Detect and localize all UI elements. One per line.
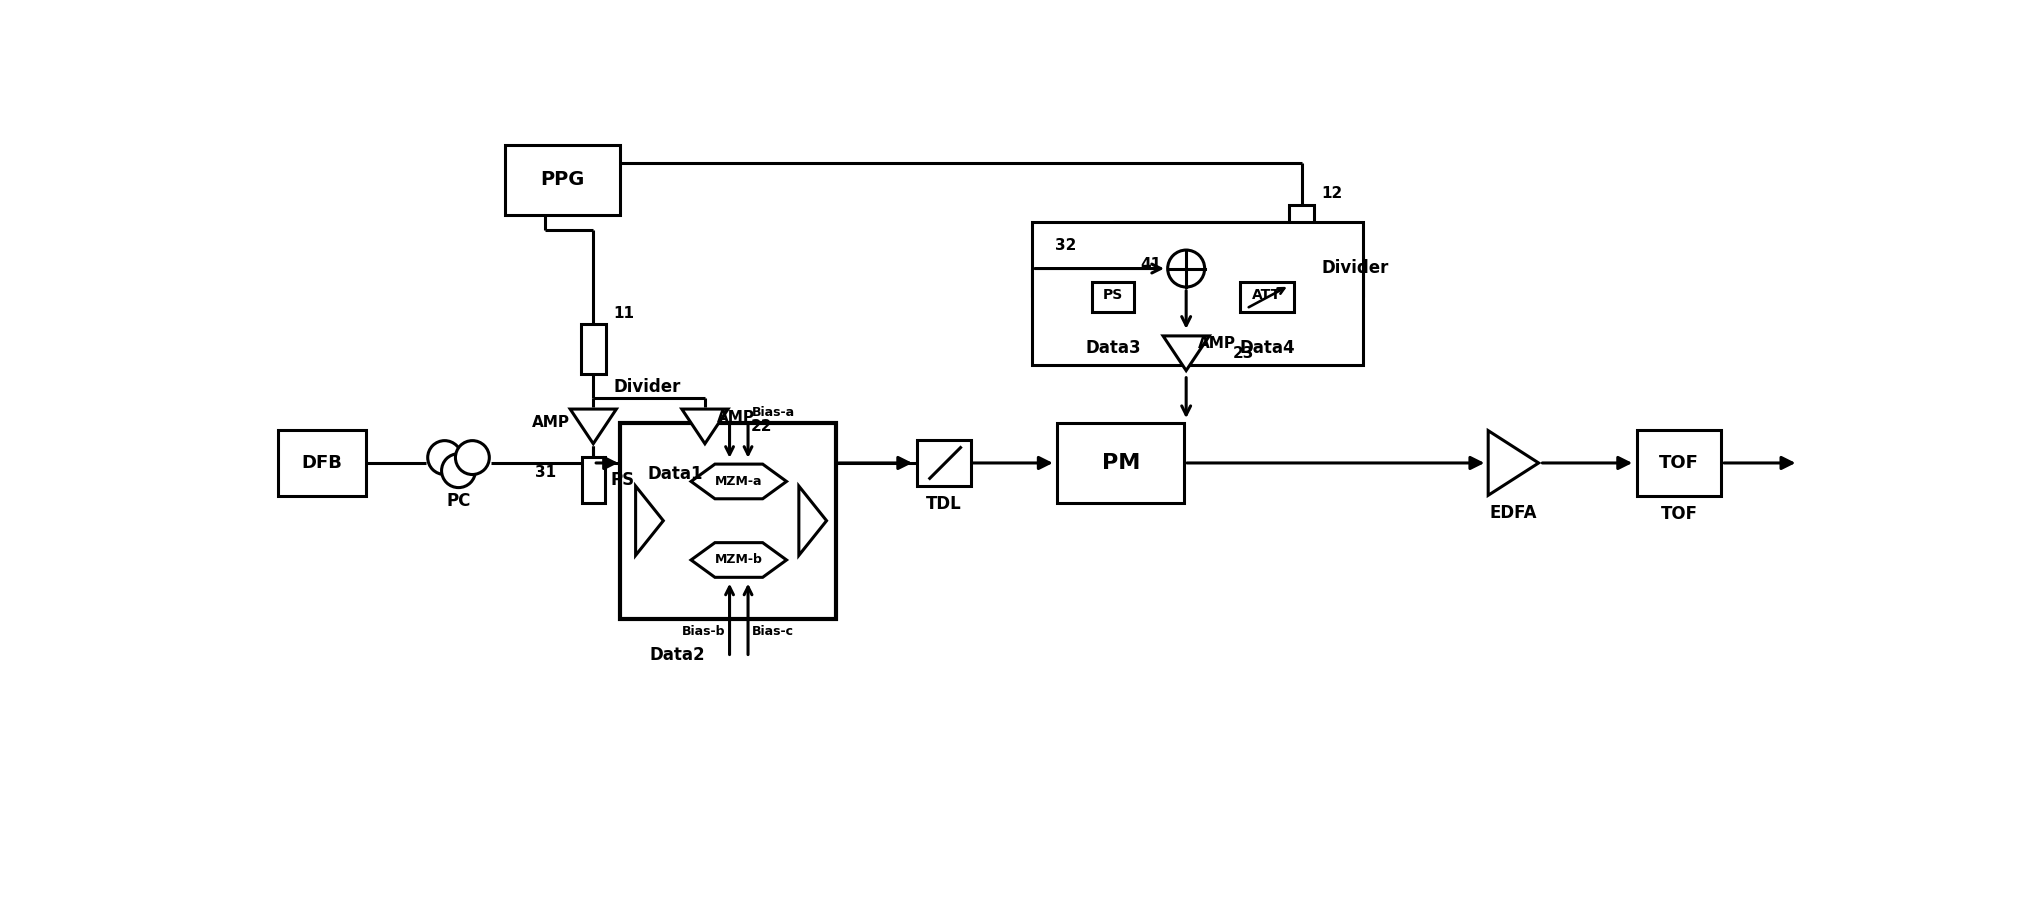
Text: PS: PS — [610, 472, 634, 489]
Polygon shape — [1289, 205, 1315, 255]
Text: DFB: DFB — [302, 454, 342, 472]
Text: TDL: TDL — [926, 496, 962, 513]
Text: PM: PM — [1102, 453, 1141, 473]
Text: Data4: Data4 — [1240, 339, 1295, 357]
Polygon shape — [1031, 223, 1363, 365]
Polygon shape — [1489, 431, 1538, 496]
Circle shape — [442, 453, 476, 487]
Text: Divider: Divider — [614, 378, 681, 397]
Polygon shape — [569, 409, 616, 443]
Polygon shape — [636, 486, 663, 555]
Text: PS: PS — [1102, 288, 1122, 301]
Polygon shape — [683, 409, 727, 443]
Text: 12: 12 — [1321, 186, 1343, 202]
Polygon shape — [620, 422, 837, 619]
Text: Data2: Data2 — [650, 646, 705, 664]
Polygon shape — [916, 440, 970, 486]
Polygon shape — [798, 486, 827, 555]
Text: Data3: Data3 — [1086, 339, 1141, 357]
Text: AMP: AMP — [533, 415, 569, 430]
Polygon shape — [1163, 336, 1210, 371]
Text: Bias-c: Bias-c — [752, 625, 794, 638]
Text: AMP: AMP — [717, 409, 754, 425]
Text: TOF: TOF — [1661, 505, 1698, 523]
Polygon shape — [1637, 431, 1722, 496]
Polygon shape — [581, 457, 606, 504]
Polygon shape — [581, 324, 606, 375]
Polygon shape — [1240, 282, 1295, 311]
Text: AMP: AMP — [1197, 336, 1236, 352]
Text: ATT: ATT — [1252, 288, 1282, 301]
Circle shape — [1167, 250, 1205, 287]
Text: EDFA: EDFA — [1489, 504, 1538, 522]
Text: PPG: PPG — [541, 170, 586, 190]
Text: 32: 32 — [1056, 238, 1076, 253]
Polygon shape — [1092, 282, 1135, 311]
Text: Data1: Data1 — [648, 465, 703, 483]
Polygon shape — [1058, 422, 1185, 504]
Polygon shape — [278, 431, 367, 496]
Text: Divider: Divider — [1321, 259, 1390, 277]
Text: 22: 22 — [752, 419, 772, 434]
Text: 41: 41 — [1141, 257, 1161, 272]
Text: Bias-a: Bias-a — [752, 406, 794, 419]
Text: TOF: TOF — [1659, 454, 1700, 472]
Text: MZM-b: MZM-b — [715, 553, 762, 566]
Text: PC: PC — [446, 493, 470, 510]
Circle shape — [456, 441, 490, 474]
Polygon shape — [691, 542, 786, 577]
Text: MZM-a: MZM-a — [715, 474, 762, 488]
Text: 11: 11 — [614, 306, 634, 321]
Polygon shape — [504, 146, 620, 214]
Circle shape — [427, 441, 462, 474]
Polygon shape — [691, 464, 786, 499]
Text: 23: 23 — [1232, 345, 1254, 361]
Text: Bias-b: Bias-b — [683, 625, 725, 638]
Text: 31: 31 — [535, 465, 555, 480]
